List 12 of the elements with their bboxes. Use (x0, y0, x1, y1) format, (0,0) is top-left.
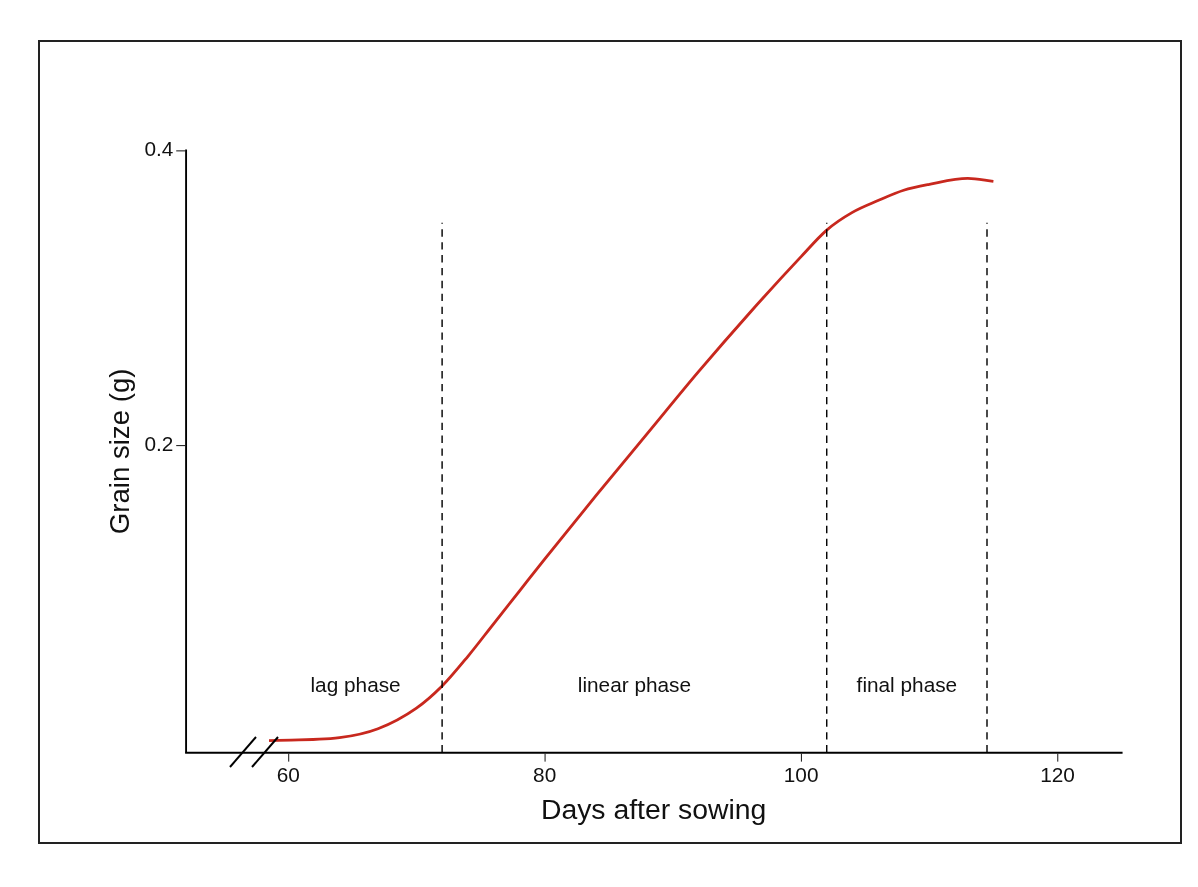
y-tick-label: 0.2 (144, 432, 174, 456)
x-tick-label: 120 (1040, 763, 1075, 787)
y-tick-label: 0.4 (144, 137, 174, 160)
annotation: lag phase (310, 673, 401, 696)
x-axis-title: Days after sowing (540, 794, 767, 826)
line-series (267, 177, 995, 743)
x-tick-label: 80 (533, 763, 557, 787)
y-axis-title: Grain size (g) (103, 368, 135, 535)
x-tick-label: 60 (276, 763, 300, 787)
x-tick-label: 100 (783, 763, 819, 787)
annotation: linear phase (577, 673, 692, 696)
annotation: final phase (856, 673, 958, 696)
